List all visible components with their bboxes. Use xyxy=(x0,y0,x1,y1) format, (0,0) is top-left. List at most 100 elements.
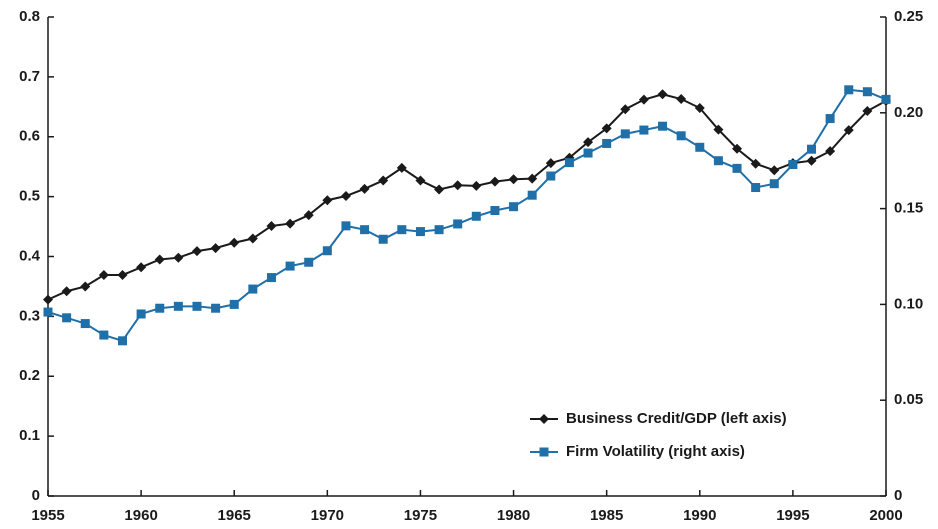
legend-label: Business Credit/GDP (left axis) xyxy=(566,410,787,427)
square-marker xyxy=(844,85,854,95)
square-marker xyxy=(285,261,295,271)
diamond-marker xyxy=(769,165,780,176)
square-marker xyxy=(173,301,183,311)
x-tick-label: 1985 xyxy=(590,507,623,524)
diamond-marker xyxy=(359,183,370,194)
square-marker xyxy=(248,284,258,294)
legend-marker xyxy=(539,447,549,457)
square-marker xyxy=(546,171,556,181)
square-marker xyxy=(378,234,388,244)
square-marker xyxy=(62,313,72,323)
y2-tick-label: 0.10 xyxy=(894,295,923,312)
square-marker xyxy=(583,148,593,158)
diamond-marker xyxy=(694,103,705,114)
diamond-marker xyxy=(638,94,649,105)
square-marker xyxy=(453,219,463,229)
square-marker xyxy=(751,183,761,193)
x-tick-label: 1970 xyxy=(311,507,344,524)
square-marker xyxy=(807,144,817,154)
diamond-marker xyxy=(750,158,761,169)
diamond-marker xyxy=(583,137,594,148)
diamond-marker xyxy=(471,180,482,191)
x-tick-label: 1980 xyxy=(497,507,530,524)
square-marker xyxy=(43,307,53,317)
square-marker xyxy=(397,225,407,235)
diamond-marker xyxy=(452,180,463,191)
diamond-marker xyxy=(620,104,631,115)
square-marker xyxy=(509,202,519,212)
legend-marker xyxy=(539,414,549,424)
diamond-marker xyxy=(191,246,202,257)
diamond-marker xyxy=(80,281,91,292)
square-marker xyxy=(434,225,444,235)
square-marker xyxy=(769,179,779,189)
square-marker xyxy=(490,206,500,216)
y-tick-label: 0.1 xyxy=(19,427,40,444)
y-tick-label: 0.7 xyxy=(19,68,40,85)
square-marker xyxy=(136,309,146,319)
diamond-marker xyxy=(527,173,538,184)
x-tick-label: 1955 xyxy=(31,507,64,524)
diamond-marker xyxy=(173,252,184,263)
y2-tick-label: 0 xyxy=(894,487,902,504)
diamond-marker xyxy=(713,124,724,135)
legend-label: Firm Volatility (right axis) xyxy=(566,443,745,460)
diamond-marker xyxy=(340,191,351,202)
square-marker xyxy=(788,160,798,170)
diamond-marker xyxy=(117,270,128,281)
y-tick-label: 0.2 xyxy=(19,367,40,384)
diamond-marker xyxy=(508,174,519,185)
y-tick-label: 0.6 xyxy=(19,128,40,145)
diamond-marker xyxy=(676,94,687,105)
diamond-marker xyxy=(545,158,556,169)
y-tick-label: 0.3 xyxy=(19,307,40,324)
square-marker xyxy=(155,303,165,313)
square-marker xyxy=(564,158,574,168)
square-marker xyxy=(713,156,723,166)
square-marker xyxy=(695,142,705,152)
diamond-marker xyxy=(229,237,240,248)
diamond-marker xyxy=(303,210,314,221)
diamond-marker xyxy=(247,233,258,244)
square-marker xyxy=(620,129,630,139)
series-line xyxy=(47,93,887,301)
diamond-marker xyxy=(862,106,873,117)
diamond-marker xyxy=(154,254,165,265)
square-marker xyxy=(527,190,537,200)
square-marker xyxy=(304,257,314,267)
y-tick-label: 0 xyxy=(32,487,40,504)
y2-tick-label: 0.20 xyxy=(894,104,923,121)
square-marker xyxy=(732,163,742,173)
x-tick-label: 1995 xyxy=(776,507,809,524)
square-marker xyxy=(229,299,239,309)
y2-tick-label: 0.15 xyxy=(894,200,923,217)
y-tick-label: 0.4 xyxy=(19,247,41,264)
square-marker xyxy=(639,125,649,135)
diamond-marker xyxy=(415,175,426,186)
square-marker xyxy=(862,87,872,97)
diamond-marker xyxy=(98,270,109,281)
diamond-marker xyxy=(806,155,817,166)
y-tick-label: 0.5 xyxy=(19,188,40,205)
x-tick-label: 1960 xyxy=(124,507,157,524)
square-marker xyxy=(211,303,221,313)
x-tick-label: 1990 xyxy=(683,507,716,524)
diamond-marker xyxy=(43,294,53,305)
y2-tick-label: 0.25 xyxy=(894,8,923,25)
diamond-marker xyxy=(61,286,72,297)
square-marker xyxy=(80,319,90,329)
x-tick-label: 1975 xyxy=(404,507,437,524)
x-tick-label: 1965 xyxy=(218,507,251,524)
diamond-marker xyxy=(843,125,854,136)
diamond-marker xyxy=(266,220,277,231)
square-marker xyxy=(341,221,351,231)
diamond-marker xyxy=(396,162,407,173)
diamond-marker xyxy=(434,184,445,195)
diamond-marker xyxy=(136,262,147,273)
diamond-marker xyxy=(210,243,221,254)
square-marker xyxy=(322,246,332,256)
diamond-marker xyxy=(825,146,836,157)
square-marker xyxy=(415,227,425,237)
square-marker xyxy=(266,273,276,283)
